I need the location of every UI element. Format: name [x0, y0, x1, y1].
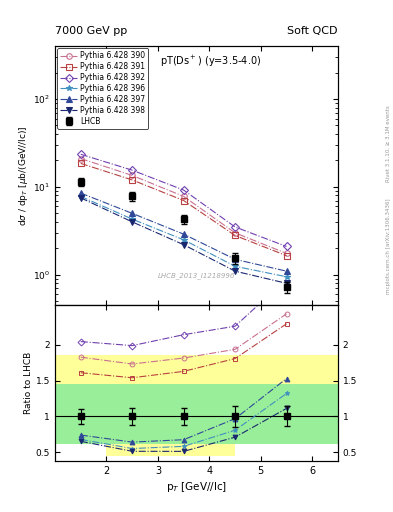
Legend: Pythia 6.428 390, Pythia 6.428 391, Pythia 6.428 392, Pythia 6.428 396, Pythia 6: Pythia 6.428 390, Pythia 6.428 391, Pyth…	[57, 48, 149, 129]
Pythia 6.428 396	[130, 216, 134, 222]
Pythia 6.428 391	[284, 252, 289, 259]
Pythia 6.428 398	[284, 280, 289, 286]
Bar	[158, 384, 235, 443]
Y-axis label: d$\sigma$ / dp$_T$ [$\mu$b/(GeV//lc)]: d$\sigma$ / dp$_T$ [$\mu$b/(GeV//lc)]	[17, 125, 30, 226]
Y-axis label: Ratio to LHCB: Ratio to LHCB	[24, 352, 33, 414]
Pythia 6.428 390	[130, 173, 134, 179]
Pythia 6.428 390	[284, 250, 289, 257]
Pythia 6.428 390	[233, 230, 237, 236]
Pythia 6.428 397	[233, 256, 237, 262]
Pythia 6.428 397	[78, 190, 83, 196]
X-axis label: p$_T$ [GeV//lc]: p$_T$ [GeV//lc]	[166, 480, 227, 494]
Line: Pythia 6.428 398: Pythia 6.428 398	[78, 195, 289, 286]
Pythia 6.428 396	[181, 237, 186, 243]
Pythia 6.428 398	[233, 268, 237, 274]
Text: 7000 GeV pp: 7000 GeV pp	[55, 26, 127, 36]
Pythia 6.428 390	[181, 194, 186, 200]
Pythia 6.428 398	[181, 242, 186, 248]
Pythia 6.428 396	[233, 263, 237, 269]
Bar	[235, 384, 338, 443]
Pythia 6.428 392	[181, 187, 186, 193]
Pythia 6.428 396	[284, 274, 289, 280]
Pythia 6.428 396	[78, 194, 83, 200]
Line: Pythia 6.428 390: Pythia 6.428 390	[78, 156, 289, 256]
Pythia 6.428 391	[181, 198, 186, 204]
Text: LHCB_2013_I1218996: LHCB_2013_I1218996	[158, 272, 235, 280]
Pythia 6.428 391	[130, 177, 134, 183]
Bar	[107, 384, 158, 443]
Text: Rivet 3.1.10, ≥ 3.1M events: Rivet 3.1.10, ≥ 3.1M events	[386, 105, 391, 182]
Line: Pythia 6.428 392: Pythia 6.428 392	[78, 152, 289, 249]
Text: pT(Ds$^+$) (y=3.5-4.0): pT(Ds$^+$) (y=3.5-4.0)	[160, 54, 261, 69]
Text: mcplots.cern.ch [arXiv:1306.3436]: mcplots.cern.ch [arXiv:1306.3436]	[386, 198, 391, 293]
Pythia 6.428 398	[130, 219, 134, 225]
Pythia 6.428 392	[233, 224, 237, 230]
Text: Soft QCD: Soft QCD	[288, 26, 338, 36]
Line: Pythia 6.428 391: Pythia 6.428 391	[78, 161, 289, 259]
Pythia 6.428 392	[130, 167, 134, 173]
Bar	[107, 355, 158, 456]
Bar	[55, 355, 107, 443]
Bar	[158, 355, 235, 456]
Line: Pythia 6.428 397: Pythia 6.428 397	[78, 190, 289, 274]
Pythia 6.428 390	[78, 156, 83, 162]
Bar	[235, 355, 338, 443]
Pythia 6.428 391	[78, 160, 83, 166]
Pythia 6.428 397	[181, 231, 186, 237]
Line: Pythia 6.428 396: Pythia 6.428 396	[78, 194, 289, 280]
Bar	[55, 384, 107, 443]
Pythia 6.428 392	[284, 243, 289, 249]
Pythia 6.428 391	[233, 232, 237, 239]
Pythia 6.428 397	[130, 210, 134, 217]
Pythia 6.428 397	[284, 268, 289, 274]
Pythia 6.428 398	[78, 195, 83, 201]
Pythia 6.428 392	[78, 151, 83, 157]
